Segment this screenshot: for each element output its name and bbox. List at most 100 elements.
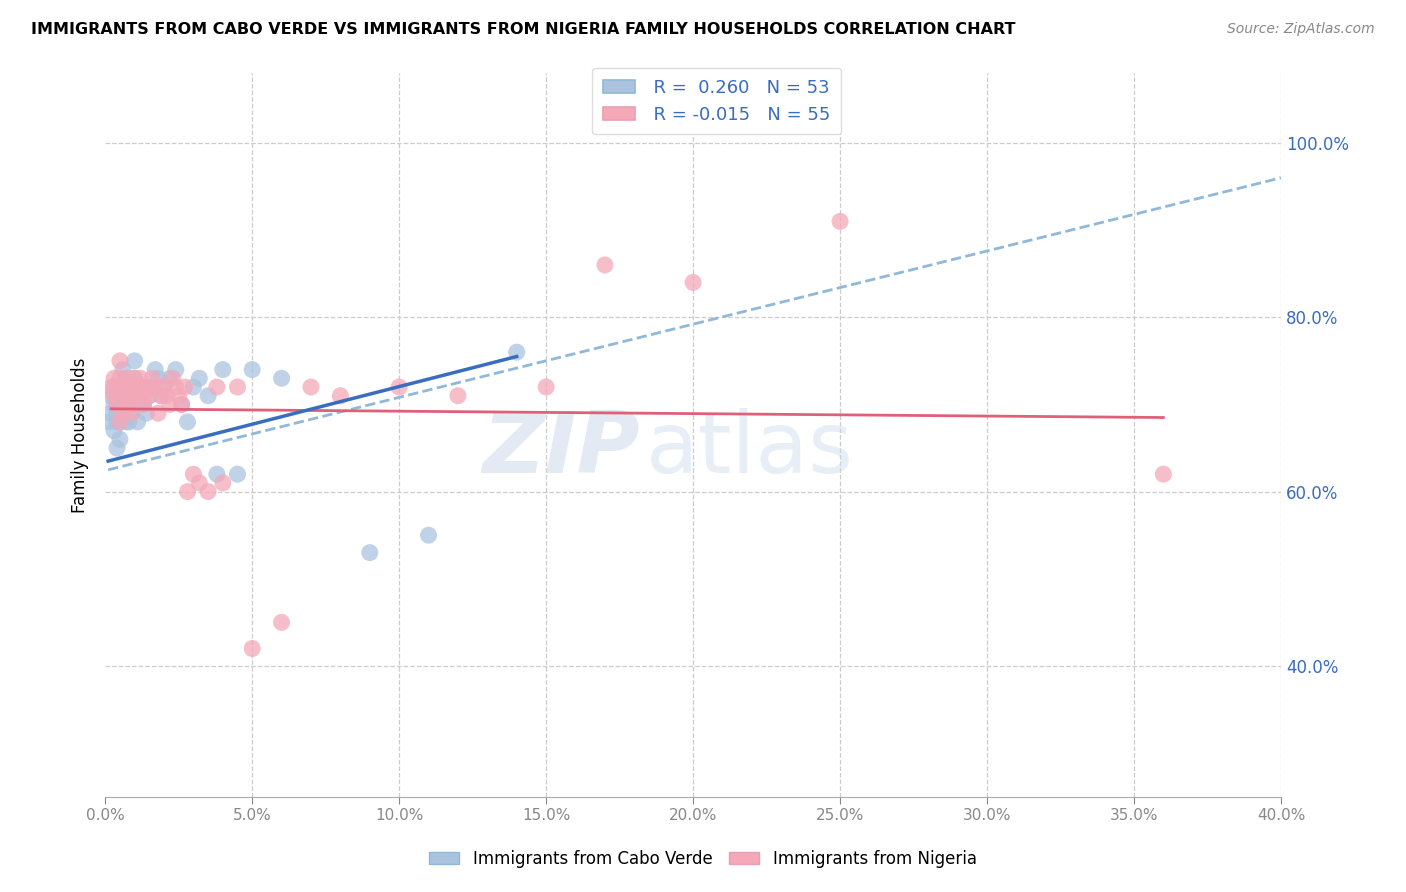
Point: [188, 475, 211, 490]
Point: [534, 380, 557, 394]
Point: [506, 345, 529, 359]
Point: [211, 475, 233, 490]
Point: [108, 380, 131, 394]
Point: [100, 406, 122, 420]
Point: [105, 389, 128, 403]
Point: [240, 641, 263, 656]
Point: [121, 389, 143, 403]
Point: [111, 380, 134, 394]
Point: [183, 380, 205, 394]
Point: [146, 406, 169, 420]
Point: [593, 258, 616, 272]
Point: [118, 397, 141, 411]
Point: [682, 276, 704, 290]
Point: [205, 380, 228, 394]
Point: [165, 362, 187, 376]
Point: [108, 432, 131, 446]
Point: [111, 406, 134, 420]
Point: [359, 546, 381, 560]
Point: [111, 362, 134, 376]
Point: [173, 380, 195, 394]
Point: [211, 362, 233, 376]
Point: [127, 389, 149, 403]
Point: [129, 380, 152, 394]
Point: [135, 380, 157, 394]
Point: [143, 380, 166, 394]
Point: [100, 389, 122, 403]
Point: [150, 389, 173, 403]
Point: [205, 467, 228, 482]
Point: [176, 484, 198, 499]
Point: [118, 380, 141, 394]
Point: [124, 354, 146, 368]
Point: [299, 380, 322, 394]
Point: [132, 397, 155, 411]
Point: [162, 371, 184, 385]
Point: [240, 362, 263, 376]
Text: atlas: atlas: [645, 408, 853, 491]
Point: [121, 406, 143, 420]
Point: [153, 380, 176, 394]
Point: [108, 415, 131, 429]
Point: [114, 380, 136, 394]
Point: [105, 380, 128, 394]
Point: [118, 397, 141, 411]
Point: [188, 371, 211, 385]
Point: [170, 397, 193, 411]
Text: ZIP: ZIP: [482, 408, 640, 491]
Point: [108, 354, 131, 368]
Point: [150, 389, 173, 403]
Point: [197, 484, 219, 499]
Point: [129, 380, 152, 394]
Point: [132, 397, 155, 411]
Point: [105, 415, 128, 429]
Point: [100, 380, 122, 394]
Point: [183, 467, 205, 482]
Point: [118, 415, 141, 429]
Point: [105, 441, 128, 455]
Point: [127, 415, 149, 429]
Point: [129, 371, 152, 385]
Point: [447, 389, 470, 403]
Point: [329, 389, 352, 403]
Point: [159, 397, 181, 411]
Point: [124, 371, 146, 385]
Point: [124, 371, 146, 385]
Point: [105, 406, 128, 420]
Point: [114, 415, 136, 429]
Point: [121, 389, 143, 403]
Point: [1152, 467, 1174, 482]
Point: [108, 415, 131, 429]
Point: [170, 397, 193, 411]
Text: Source: ZipAtlas.com: Source: ZipAtlas.com: [1227, 22, 1375, 37]
Point: [828, 214, 851, 228]
Point: [388, 380, 411, 394]
Point: [176, 415, 198, 429]
Point: [111, 406, 134, 420]
Point: [138, 389, 160, 403]
Point: [103, 424, 125, 438]
Point: [127, 397, 149, 411]
Point: [143, 362, 166, 376]
Point: [270, 615, 292, 630]
Point: [156, 389, 179, 403]
Point: [105, 397, 128, 411]
Point: [114, 397, 136, 411]
Point: [167, 389, 190, 403]
Point: [226, 467, 249, 482]
Point: [124, 380, 146, 394]
Point: [121, 406, 143, 420]
Point: [146, 371, 169, 385]
Point: [114, 371, 136, 385]
Point: [97, 415, 120, 429]
Point: [103, 397, 125, 411]
Point: [103, 389, 125, 403]
Point: [103, 380, 125, 394]
Legend:   R =  0.260   N = 53,   R = -0.015   N = 55: R = 0.260 N = 53, R = -0.015 N = 55: [592, 68, 841, 135]
Y-axis label: Family Households: Family Households: [72, 358, 89, 513]
Point: [153, 380, 176, 394]
Point: [118, 371, 141, 385]
Point: [165, 380, 187, 394]
Point: [138, 389, 160, 403]
Point: [270, 371, 292, 385]
